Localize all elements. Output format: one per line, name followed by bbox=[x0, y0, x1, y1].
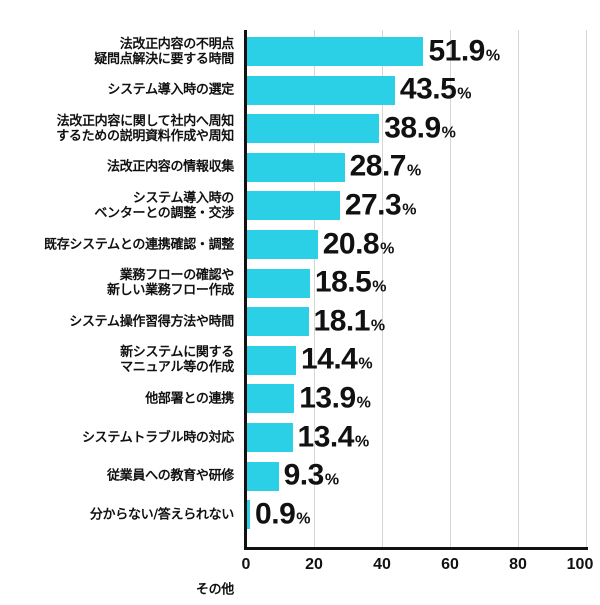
gridline bbox=[382, 30, 383, 549]
x-tick-label: 20 bbox=[305, 556, 323, 573]
category-label: 法改正内容の情報収集 bbox=[106, 159, 234, 175]
category-label: システムトラブル時の対応 bbox=[81, 430, 234, 445]
category-label: 他部署との連携 bbox=[145, 391, 234, 407]
gridline bbox=[450, 30, 451, 549]
value-label: 43.5% bbox=[399, 72, 472, 106]
bar bbox=[247, 345, 296, 375]
category-label: 既存システムとの連携確認・調整 bbox=[44, 237, 234, 252]
gridline bbox=[518, 30, 519, 549]
value-label: 9.3% bbox=[283, 458, 339, 492]
value-label: 27.3% bbox=[344, 188, 417, 222]
x-tick-label: 80 bbox=[509, 556, 527, 573]
value-label: 13.9% bbox=[299, 381, 371, 415]
category-label: システム導入時の選定 bbox=[107, 82, 234, 98]
bar bbox=[247, 307, 309, 337]
category-label: 業務フローの確認や 新しい業務フロー作成 bbox=[106, 268, 234, 299]
x-tick-label: 0 bbox=[241, 556, 251, 573]
category-label: システム操作習得方法や時間 bbox=[69, 314, 234, 330]
value-label: 0.9% bbox=[255, 497, 310, 531]
x-axis-line bbox=[244, 547, 588, 550]
x-tick-label: 40 bbox=[373, 556, 391, 573]
bar bbox=[247, 423, 293, 452]
value-label: 14.4% bbox=[300, 342, 373, 376]
x-tick-label: 60 bbox=[441, 556, 459, 573]
category-label: 法改正内容に関して社内へ周知 するための説明資料作成や周知 bbox=[56, 113, 234, 144]
category-label: 従業員への教育や研修 bbox=[106, 468, 234, 484]
value-label: 18.5% bbox=[314, 265, 387, 299]
bar bbox=[247, 191, 340, 221]
category-label: 法改正内容の不明点 疑問点解決に要する時間 bbox=[94, 36, 234, 67]
bar bbox=[247, 268, 310, 298]
value-label: 18.1% bbox=[313, 304, 386, 338]
bar bbox=[247, 152, 345, 182]
bar bbox=[247, 37, 424, 66]
bar bbox=[247, 461, 279, 491]
value-label: 13.4% bbox=[297, 420, 370, 453]
value-label: 38.9% bbox=[384, 111, 456, 145]
value-label: 20.8% bbox=[322, 227, 395, 260]
category-label: 分からない/答えられない bbox=[89, 507, 234, 523]
y-axis-line bbox=[244, 30, 247, 550]
gridline bbox=[314, 30, 315, 549]
bar bbox=[247, 75, 395, 105]
value-label: 28.7% bbox=[349, 149, 422, 183]
value-label: 51.9% bbox=[428, 34, 500, 67]
bar bbox=[247, 114, 380, 144]
bar bbox=[247, 500, 251, 530]
category-label: システム導入時の ベンターとの調整・交渉 bbox=[94, 190, 234, 221]
category-label: 新システムに関する マニュアル等の作成 bbox=[120, 345, 234, 376]
category-label-other: その他 bbox=[195, 582, 234, 598]
x-tick-label: 100 bbox=[566, 556, 594, 573]
bar bbox=[247, 230, 318, 259]
gridline bbox=[586, 30, 587, 549]
bar bbox=[247, 384, 295, 414]
